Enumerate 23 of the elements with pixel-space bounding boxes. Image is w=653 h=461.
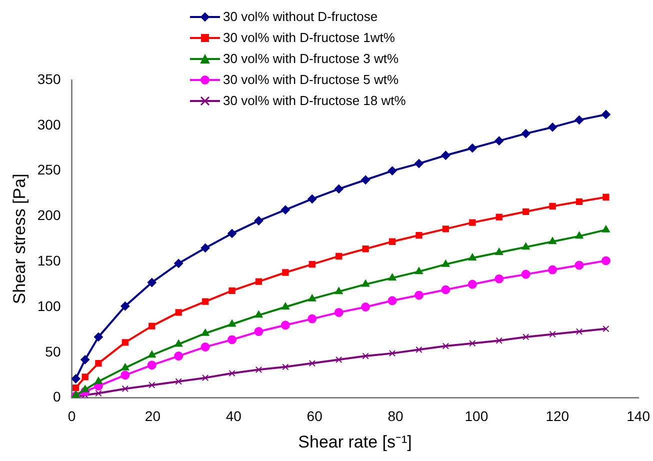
y-tick-label: 350 (37, 70, 61, 87)
x-axis-title: Shear rate [s⁻¹] (298, 432, 412, 452)
y-tick-label: 250 (37, 162, 61, 178)
x-tick-label: 120 (546, 408, 570, 424)
x-tick-label: 40 (226, 408, 242, 424)
x-tick-label: 140 (626, 408, 650, 424)
legend-label: 30 vol% without D-fructose (223, 8, 378, 26)
legend-label: 30 vol% with D-fructose 5 wt% (223, 71, 399, 89)
y-tick-label: 0 (52, 388, 61, 405)
y-tick-label: 50 (45, 343, 61, 360)
y-tick-label: 300 (37, 116, 61, 132)
y-tick-label: 200 (37, 207, 61, 224)
y-tick-label: 150 (37, 252, 61, 268)
x-tick-label: 20 (144, 408, 161, 424)
y-tick-label: 100 (37, 298, 61, 314)
x-tick-label: 100 (464, 408, 488, 424)
legend-label: 30 vol% with D-fructose 3 wt% (223, 50, 399, 68)
legend-label: 30 vol% with D-fructose 1wt% (223, 29, 395, 47)
x-tick-label: 60 (306, 408, 323, 424)
x-tick-label: 80 (388, 408, 404, 424)
y-axis-title: Shear stress [Pa] (10, 174, 29, 304)
x-tick-label: 0 (68, 408, 76, 424)
legend-label: 30 vol% with D-fructose 18 wt% (223, 92, 406, 110)
